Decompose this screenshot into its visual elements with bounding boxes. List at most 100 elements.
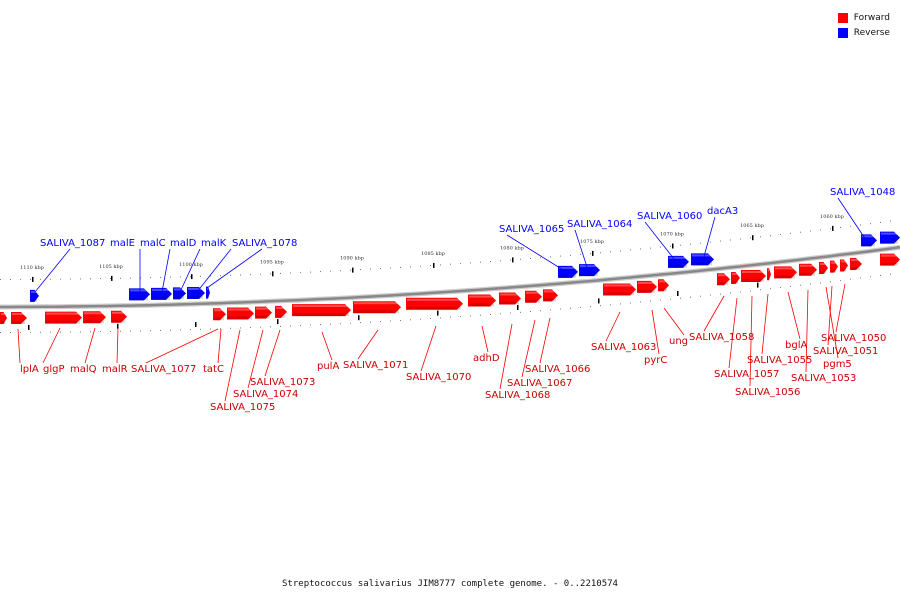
reverse-label-leader — [702, 216, 716, 261]
scale-dot — [690, 243, 691, 245]
scale-dot — [650, 247, 651, 249]
reverse-swatch — [837, 27, 848, 38]
scale-dot — [620, 250, 621, 252]
forward-scale-tick — [277, 319, 279, 325]
scale-dot — [570, 254, 571, 256]
lower-scale-dot — [860, 277, 861, 279]
forward-scale-tick — [517, 305, 519, 310]
lower-scale-dot — [170, 329, 171, 331]
scale-dot — [680, 244, 681, 246]
label-leader-lines — [17, 197, 869, 402]
lower-scale-dot — [150, 330, 151, 332]
forward-gene-label: SALIVA_1055 — [747, 355, 812, 366]
scale-dot — [610, 251, 611, 253]
tick-row: 1110 kbp 1105 kbp 1100 kbp 1095 kbp 1090 kbp… — [0, 214, 891, 333]
lower-scale-dot — [670, 298, 671, 300]
forward-gene-label: SALIVA_1056 — [735, 387, 800, 398]
scale-dot — [460, 263, 461, 265]
lower-scale-dot — [130, 330, 131, 332]
lower-scale-dot — [440, 317, 441, 319]
forward-gene-arrow — [111, 310, 127, 323]
scale-tick-label: 1070 kbp — [660, 232, 684, 238]
forward-gene-arrow — [543, 289, 558, 302]
reverse-gene-label: SALIVA_1064 — [567, 219, 632, 230]
forward-scale-tick — [437, 310, 439, 316]
scale-dot — [490, 261, 491, 262]
lower-scale-dot — [90, 331, 91, 333]
reverse-label-leader — [206, 248, 263, 289]
lower-scale-dot — [430, 318, 431, 319]
scale-dot — [870, 223, 871, 225]
lower-scale-dot — [140, 330, 141, 332]
gene-labels: SALIVA_1087 malE malC malD malK SALIVA_1078 SA… — [20, 187, 895, 413]
reverse-gene-arrow — [30, 289, 39, 302]
scale-tick — [832, 225, 834, 231]
lower-scale-dot — [500, 313, 501, 315]
scale-dot — [760, 236, 761, 238]
forward-gene-arrow — [819, 261, 828, 274]
scale-dot — [780, 234, 781, 235]
reverse-gene-arrow — [558, 265, 578, 278]
scale-dot — [440, 264, 441, 266]
lower-scale-dot — [340, 323, 341, 325]
scale-dot — [210, 275, 211, 277]
scale-dot — [530, 258, 531, 259]
lower-scale-dot — [450, 316, 451, 318]
scale-dot — [520, 258, 521, 260]
scale-dot — [850, 225, 851, 227]
scale-dot — [480, 261, 481, 263]
reverse-label-leader — [837, 197, 869, 244]
scale-dot — [160, 276, 161, 278]
lower-scale-dot — [790, 285, 791, 287]
scale-dot — [380, 268, 381, 269]
scale-dot — [560, 255, 561, 257]
forward-gene-label: pulA — [317, 361, 339, 372]
scale-dot — [550, 256, 551, 258]
reverse-gene-label: SALIVA_1048 — [830, 187, 895, 198]
forward-label-leader — [247, 329, 264, 389]
forward-label-leader — [749, 295, 753, 387]
scale-dot — [240, 274, 241, 276]
reverse-gene-label: dacA3 — [707, 206, 738, 217]
lower-scale-dot — [120, 330, 121, 332]
scale-dot — [30, 278, 31, 280]
scale-dot — [730, 239, 731, 241]
lower-scale-dot — [40, 331, 41, 333]
forward-gene-arrow — [603, 283, 636, 296]
lower-scale-dot — [550, 309, 551, 311]
scale-dot — [0, 279, 1, 280]
reverse-gene-arrow — [206, 286, 210, 299]
lower-scale-dot — [630, 302, 631, 304]
scale-dot — [820, 229, 821, 231]
forward-gene-label: SALIVA_1067 — [507, 378, 572, 389]
lower-scale-dot — [300, 325, 301, 327]
lower-scale-dot — [60, 331, 61, 333]
scale-dot — [860, 224, 861, 226]
forward-gene-arrow — [767, 268, 771, 281]
lower-scale-dot — [890, 273, 891, 275]
forward-gene-label: SALIVA_1066 — [525, 364, 590, 375]
forward-label-leader — [835, 283, 846, 333]
reverse-gene-arrow — [579, 264, 600, 277]
reverse-gene-label: SALIVA_1060 — [637, 211, 702, 222]
scale-tick — [752, 235, 754, 241]
scale-tick-label: 1080 kbp — [500, 245, 524, 251]
forward-gene-label: SALIVA_1063 — [591, 342, 656, 353]
reverse-label-leader — [179, 248, 201, 293]
forward-gene-label: SALIVA_1073 — [250, 377, 315, 388]
scale-dot — [890, 220, 891, 222]
scale-dot — [300, 272, 301, 274]
lower-scale-dot — [410, 319, 411, 321]
lower-scale-dot — [750, 290, 751, 292]
scale-tick-label: 1100 kbp — [179, 262, 203, 268]
reverse-label-leader — [644, 221, 679, 265]
reverse-gene-label: SALIVA_1087 — [40, 238, 105, 249]
map-caption: Streptococcus salivarius JIM8777 complet… — [282, 579, 618, 589]
forward-scale-tick — [117, 323, 119, 329]
forward-label-leader — [761, 293, 769, 355]
lower-scale-dot — [210, 328, 211, 330]
lower-scale-dot — [20, 331, 21, 333]
reverse-gene-label: SALIVA_1078 — [232, 238, 297, 249]
lower-scale-dot — [600, 305, 601, 307]
scale-dot — [190, 276, 191, 278]
